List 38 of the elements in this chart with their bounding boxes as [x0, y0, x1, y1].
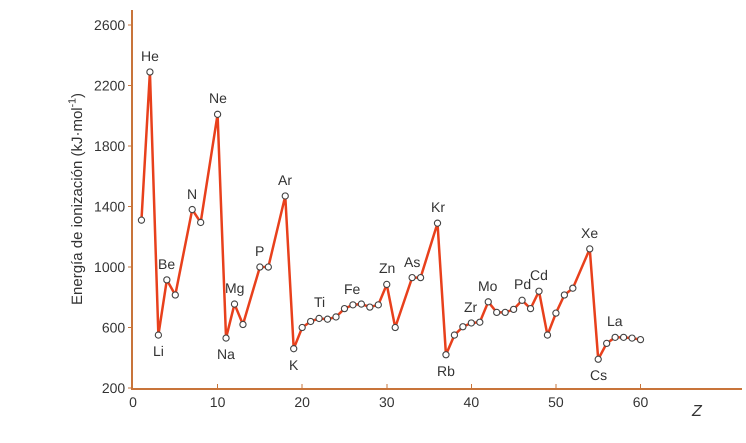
annotation: Mo	[478, 278, 498, 294]
y-tick-label: 1000	[94, 258, 126, 275]
x-axis-title: Z	[691, 403, 703, 420]
x-tick-label: 50	[548, 394, 564, 410]
annotation: N	[187, 186, 198, 202]
annotation: Be	[158, 256, 176, 272]
y-tick-label: 600	[102, 319, 126, 336]
x-tick-label: 20	[294, 394, 310, 410]
annotation: Zr	[464, 299, 478, 315]
x-tick-label: 60	[632, 394, 648, 410]
annotation: As	[404, 254, 420, 270]
annotation: Na	[217, 346, 236, 362]
annotation: Mg	[225, 280, 244, 296]
x-tick-label: 10	[210, 394, 226, 410]
y-tick-label: 2200	[94, 78, 126, 94]
y-tick-label: 200	[102, 380, 126, 396]
annotation: Xe	[581, 225, 598, 241]
annotation: P	[255, 243, 264, 259]
annotation: Cs	[590, 367, 608, 383]
x-tick-label: 0	[129, 394, 138, 410]
annotation: Ne	[209, 90, 228, 106]
annotation: He	[141, 48, 160, 64]
y-tick-label: 2600	[94, 17, 126, 34]
annotation: Rb	[437, 363, 456, 379]
annotation: Ti	[314, 294, 326, 310]
y-tick-label: 1400	[94, 198, 126, 214]
annotation: K	[289, 357, 299, 373]
annotation: Pd	[514, 276, 532, 292]
annotation: Zn	[379, 260, 396, 276]
y-tick-label: 1800	[94, 138, 126, 154]
annotation: Li	[153, 343, 164, 359]
annotation: Ar	[278, 172, 292, 188]
annotation: Fe	[344, 281, 361, 297]
x-tick-label: 40	[464, 394, 480, 410]
annotation: Cd	[530, 267, 548, 283]
annotation: Kr	[431, 199, 446, 215]
annotation: La	[607, 313, 623, 329]
x-tick-label: 30	[378, 394, 395, 410]
